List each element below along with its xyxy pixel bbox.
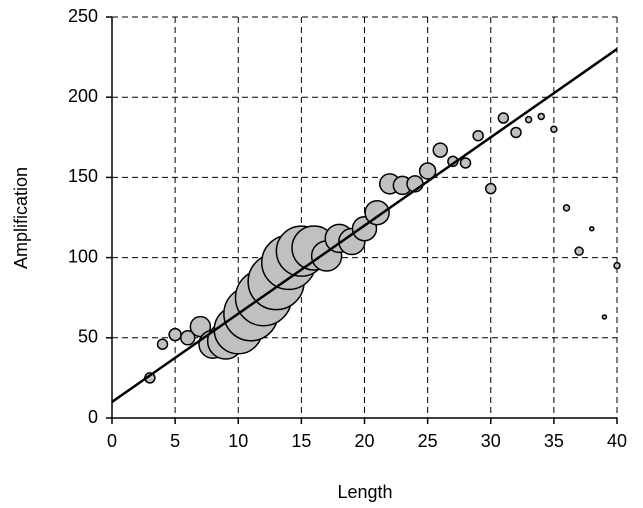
bubble xyxy=(613,261,621,270)
bubble xyxy=(432,142,448,158)
bubble xyxy=(524,115,533,124)
x-tick-label: 10 xyxy=(228,431,248,451)
y-tick-label: 250 xyxy=(68,6,98,26)
y-tick-label: 0 xyxy=(88,407,98,427)
bubble xyxy=(180,330,196,346)
bubble xyxy=(459,157,472,169)
x-tick-label: 5 xyxy=(170,431,180,451)
bubble xyxy=(537,112,545,121)
trend-line xyxy=(111,48,618,403)
bubble xyxy=(589,225,595,232)
bubble xyxy=(168,327,182,342)
bubble xyxy=(497,112,510,124)
bubble xyxy=(472,129,484,142)
bubble xyxy=(562,204,571,212)
y-tick-label: 150 xyxy=(68,166,98,186)
y-axis-title: Amplification xyxy=(11,167,31,269)
y-tick-label: 100 xyxy=(68,246,98,266)
bubble xyxy=(156,338,169,350)
bubble xyxy=(418,162,437,180)
x-tick-label: 35 xyxy=(544,431,564,451)
y-tick-label: 50 xyxy=(78,327,98,347)
bubble xyxy=(574,246,584,256)
bubble xyxy=(189,315,212,338)
bubble xyxy=(601,314,608,320)
x-tick-label: 40 xyxy=(607,431,627,451)
x-tick-label: 0 xyxy=(107,431,117,451)
x-tick-label: 15 xyxy=(291,431,311,451)
marks xyxy=(111,48,621,403)
bubble xyxy=(364,199,390,226)
x-tick-label: 20 xyxy=(354,431,374,451)
x-axis-title: Length xyxy=(337,482,392,502)
bubble xyxy=(510,126,522,139)
bubble xyxy=(485,182,497,195)
x-tick-label: 30 xyxy=(481,431,501,451)
bubble xyxy=(550,125,558,134)
x-tick-label: 25 xyxy=(418,431,438,451)
y-tick-label: 200 xyxy=(68,86,98,106)
